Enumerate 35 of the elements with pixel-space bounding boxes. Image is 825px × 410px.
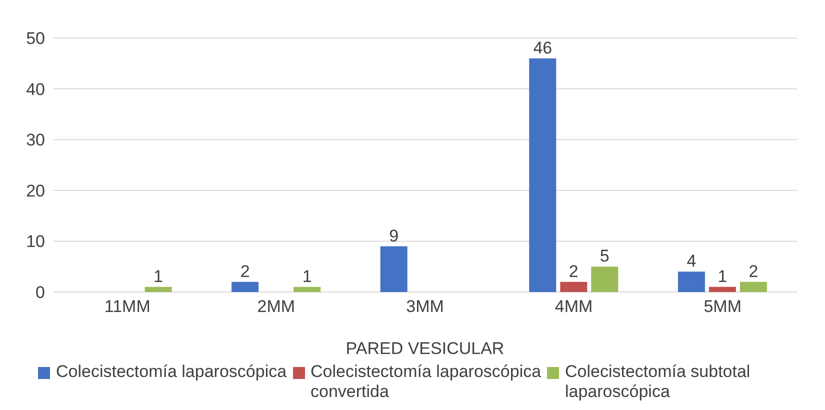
data-label: 1: [302, 266, 312, 286]
x-tick-label: 2MM: [257, 297, 296, 316]
data-label: 1: [718, 266, 728, 286]
data-label: 2: [568, 262, 578, 281]
x-tick-label: 11MM: [104, 297, 150, 316]
data-label: 9: [389, 226, 399, 246]
data-label: 5: [600, 246, 610, 266]
bar: [144, 286, 172, 292]
x-tick-label: 5MM: [704, 297, 742, 316]
bar: [678, 272, 705, 292]
legend-label: Colecistectomía subtotal laparoscópica: [565, 362, 752, 402]
y-tick-label: 0: [36, 283, 45, 302]
y-tick-label: 40: [26, 80, 45, 99]
bar: [529, 58, 556, 292]
data-label: 46: [533, 38, 552, 58]
x-axis-title: PARED VESICULAR: [346, 339, 504, 358]
bar: [708, 286, 736, 292]
bar: [560, 282, 588, 292]
bar: [294, 286, 321, 292]
x-tick-label: 3MM: [406, 297, 444, 316]
y-tick-label: 50: [26, 29, 45, 48]
x-tick-label: 4MM: [554, 297, 593, 316]
data-label: 2: [240, 262, 250, 281]
legend-label: Colecistectomía laparoscópica: [56, 362, 287, 382]
data-label: 4: [686, 252, 696, 271]
y-tick-label: 20: [26, 181, 45, 200]
y-tick-label: 30: [26, 130, 45, 150]
y-tick-label: 10: [26, 232, 45, 252]
legend-label: Colecistectomía laparoscópica convertida: [310, 362, 542, 402]
bar: [232, 282, 259, 292]
data-label: 2: [748, 262, 758, 281]
bar: [591, 266, 618, 292]
data-label: 1: [154, 266, 163, 286]
bar: [380, 246, 408, 292]
bar: [740, 282, 767, 292]
